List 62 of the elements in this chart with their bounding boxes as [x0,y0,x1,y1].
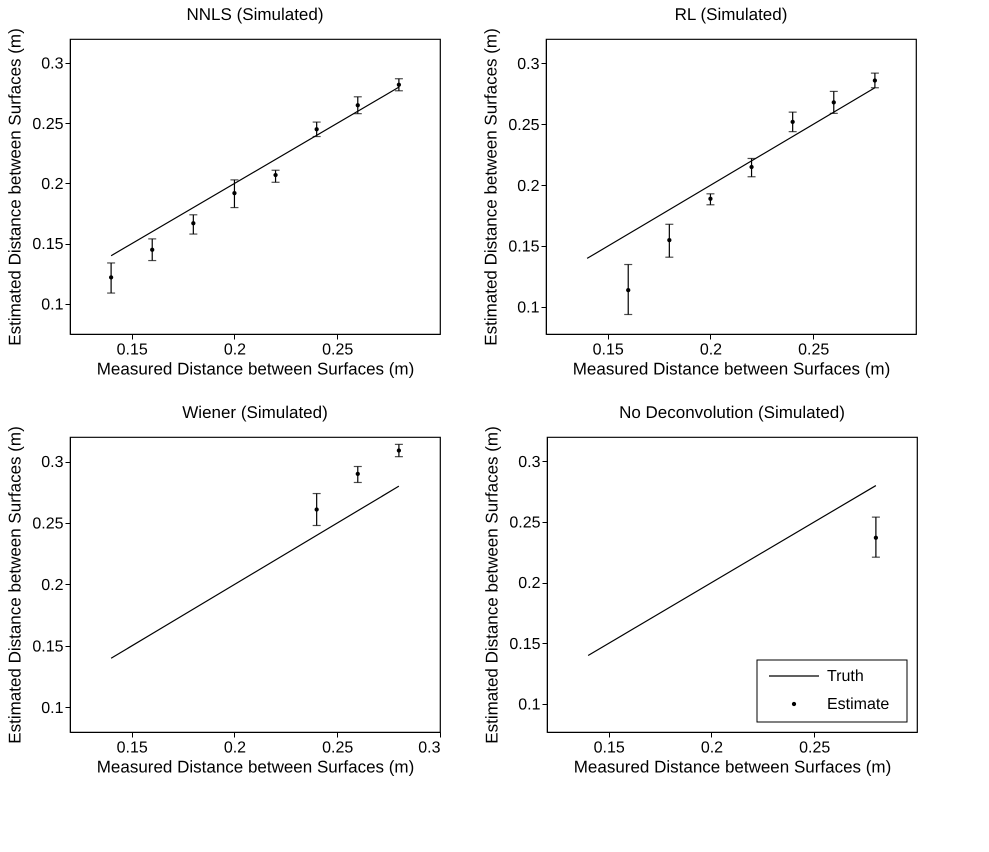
point [314,127,319,132]
y-tick-label: 0.25 [32,116,64,133]
y-tick-label: 0.3 [518,454,541,471]
point [356,103,360,108]
point [832,100,836,105]
y-tick-label: 0.2 [41,176,64,193]
y-tick-label: 0.25 [508,116,540,134]
x-tick-label: 0.2 [224,740,246,756]
x-axis-title: Measured Distance between Surfaces (m) [96,360,414,378]
point [232,191,237,196]
y-tick-label: 0.15 [508,238,540,256]
point [872,78,878,83]
y-tick-label: 0.1 [517,300,540,317]
x-tick-label: 0.2 [224,342,246,358]
point [708,196,713,201]
y-tick-label: 0.25 [509,514,541,532]
point [150,248,154,252]
x-tick-label: 0.25 [322,740,354,756]
y-axis-title: Estimated Distance between Surfaces (m) [481,28,500,346]
chart-title: Wiener (Simulated) [182,402,328,422]
chart-title: RL (Simulated) [674,4,788,24]
legend-label: Estimate [827,696,890,713]
point [790,120,795,124]
chart-title: No Deconvolution (Simulated) [619,402,845,422]
y-tick-label: 0.25 [32,516,64,533]
y-tick-label: 0.3 [517,56,540,73]
y-tick-label: 0.3 [41,56,64,73]
x-tick-label: 0.2 [700,740,724,756]
x-tick-label: 0.15 [116,342,148,358]
y-tick-label: 0.1 [41,296,64,314]
x-tick-label: 0.3 [418,740,441,756]
y-axis-title: Estimated Distance between Surfaces (m) [5,426,24,744]
x-axis-title: Measured Distance between Surfaces (m) [96,758,414,776]
y-tick-label: 0.2 [518,575,541,592]
x-tick-label: 0.25 [322,342,354,358]
x-axis-title: Measured Distance between Surfaces (m) [574,758,892,776]
y-tick-label: 0.3 [41,454,64,472]
point [626,288,630,292]
point [749,164,754,170]
y-axis-title: Estimated Distance between Surfaces (m) [482,426,502,744]
y-tick-label: 0.1 [518,696,541,714]
point [108,275,114,280]
y-axis-title: Estimated Distance between Surfaces (m) [5,28,24,346]
x-tick-label: 0.15 [594,740,625,756]
y-tick-label: 0.2 [517,178,540,195]
y-tick-label: 0.15 [509,636,541,653]
point [396,82,402,87]
point [667,238,672,242]
y-tick-label: 0.15 [32,236,64,254]
x-axis-title: Measured Distance between Surfaces (m) [572,360,890,378]
x-tick-label: 0.25 [798,342,830,358]
x-tick-label: 0.15 [116,740,148,756]
chart-title: NNLS (Simulated) [186,4,324,24]
y-tick-label: 0.15 [32,638,64,656]
x-tick-label: 0.2 [700,342,722,358]
y-tick-label: 0.1 [41,700,64,717]
point [191,221,196,226]
y-tick-label: 0.2 [41,577,64,594]
point [273,172,278,178]
legend-label: Truth [827,668,864,685]
x-tick-label: 0.25 [799,740,830,756]
x-tick-label: 0.15 [592,342,624,358]
